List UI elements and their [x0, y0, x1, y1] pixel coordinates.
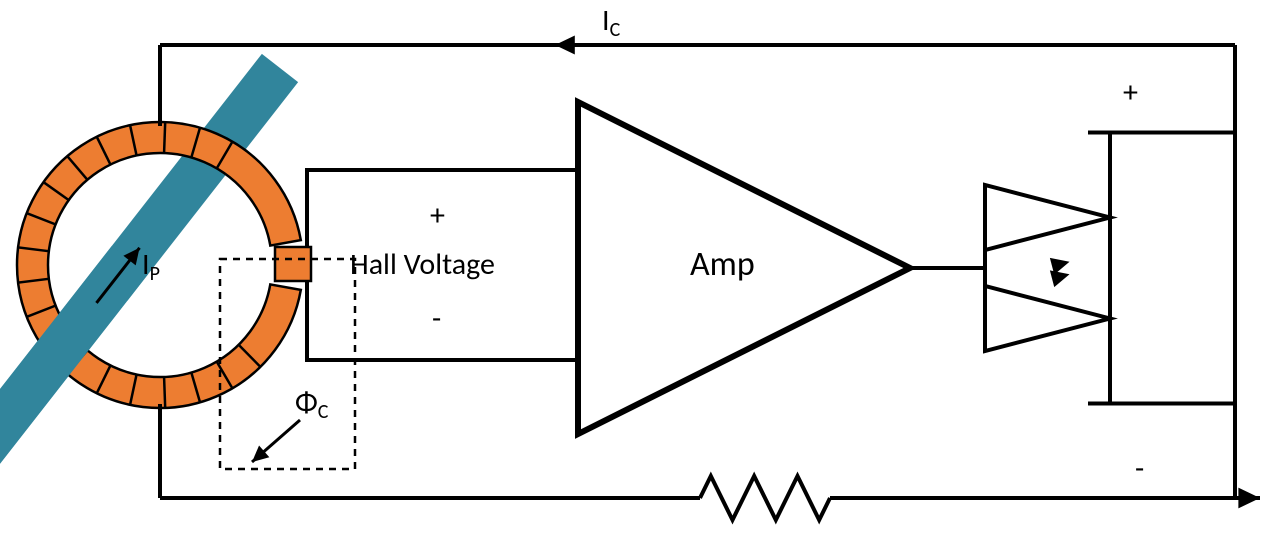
label-plus_hall: +	[430, 197, 445, 234]
label-minus_supply: -	[1135, 450, 1144, 487]
label-Ic: IC	[602, 2, 621, 42]
label-minus_hall: -	[432, 300, 441, 337]
transistor-lower	[985, 286, 1110, 351]
shunt-resistor	[700, 476, 830, 520]
wire-hall-minus	[307, 281, 578, 360]
label-hall_voltage: Hall Voltage	[350, 246, 495, 283]
label-amp: Amp	[690, 244, 755, 285]
label-phi_c: ΦC	[295, 384, 329, 424]
transistor-upper	[985, 185, 1110, 250]
hall-element	[275, 247, 311, 281]
label-plus_supply: +	[1123, 74, 1138, 111]
